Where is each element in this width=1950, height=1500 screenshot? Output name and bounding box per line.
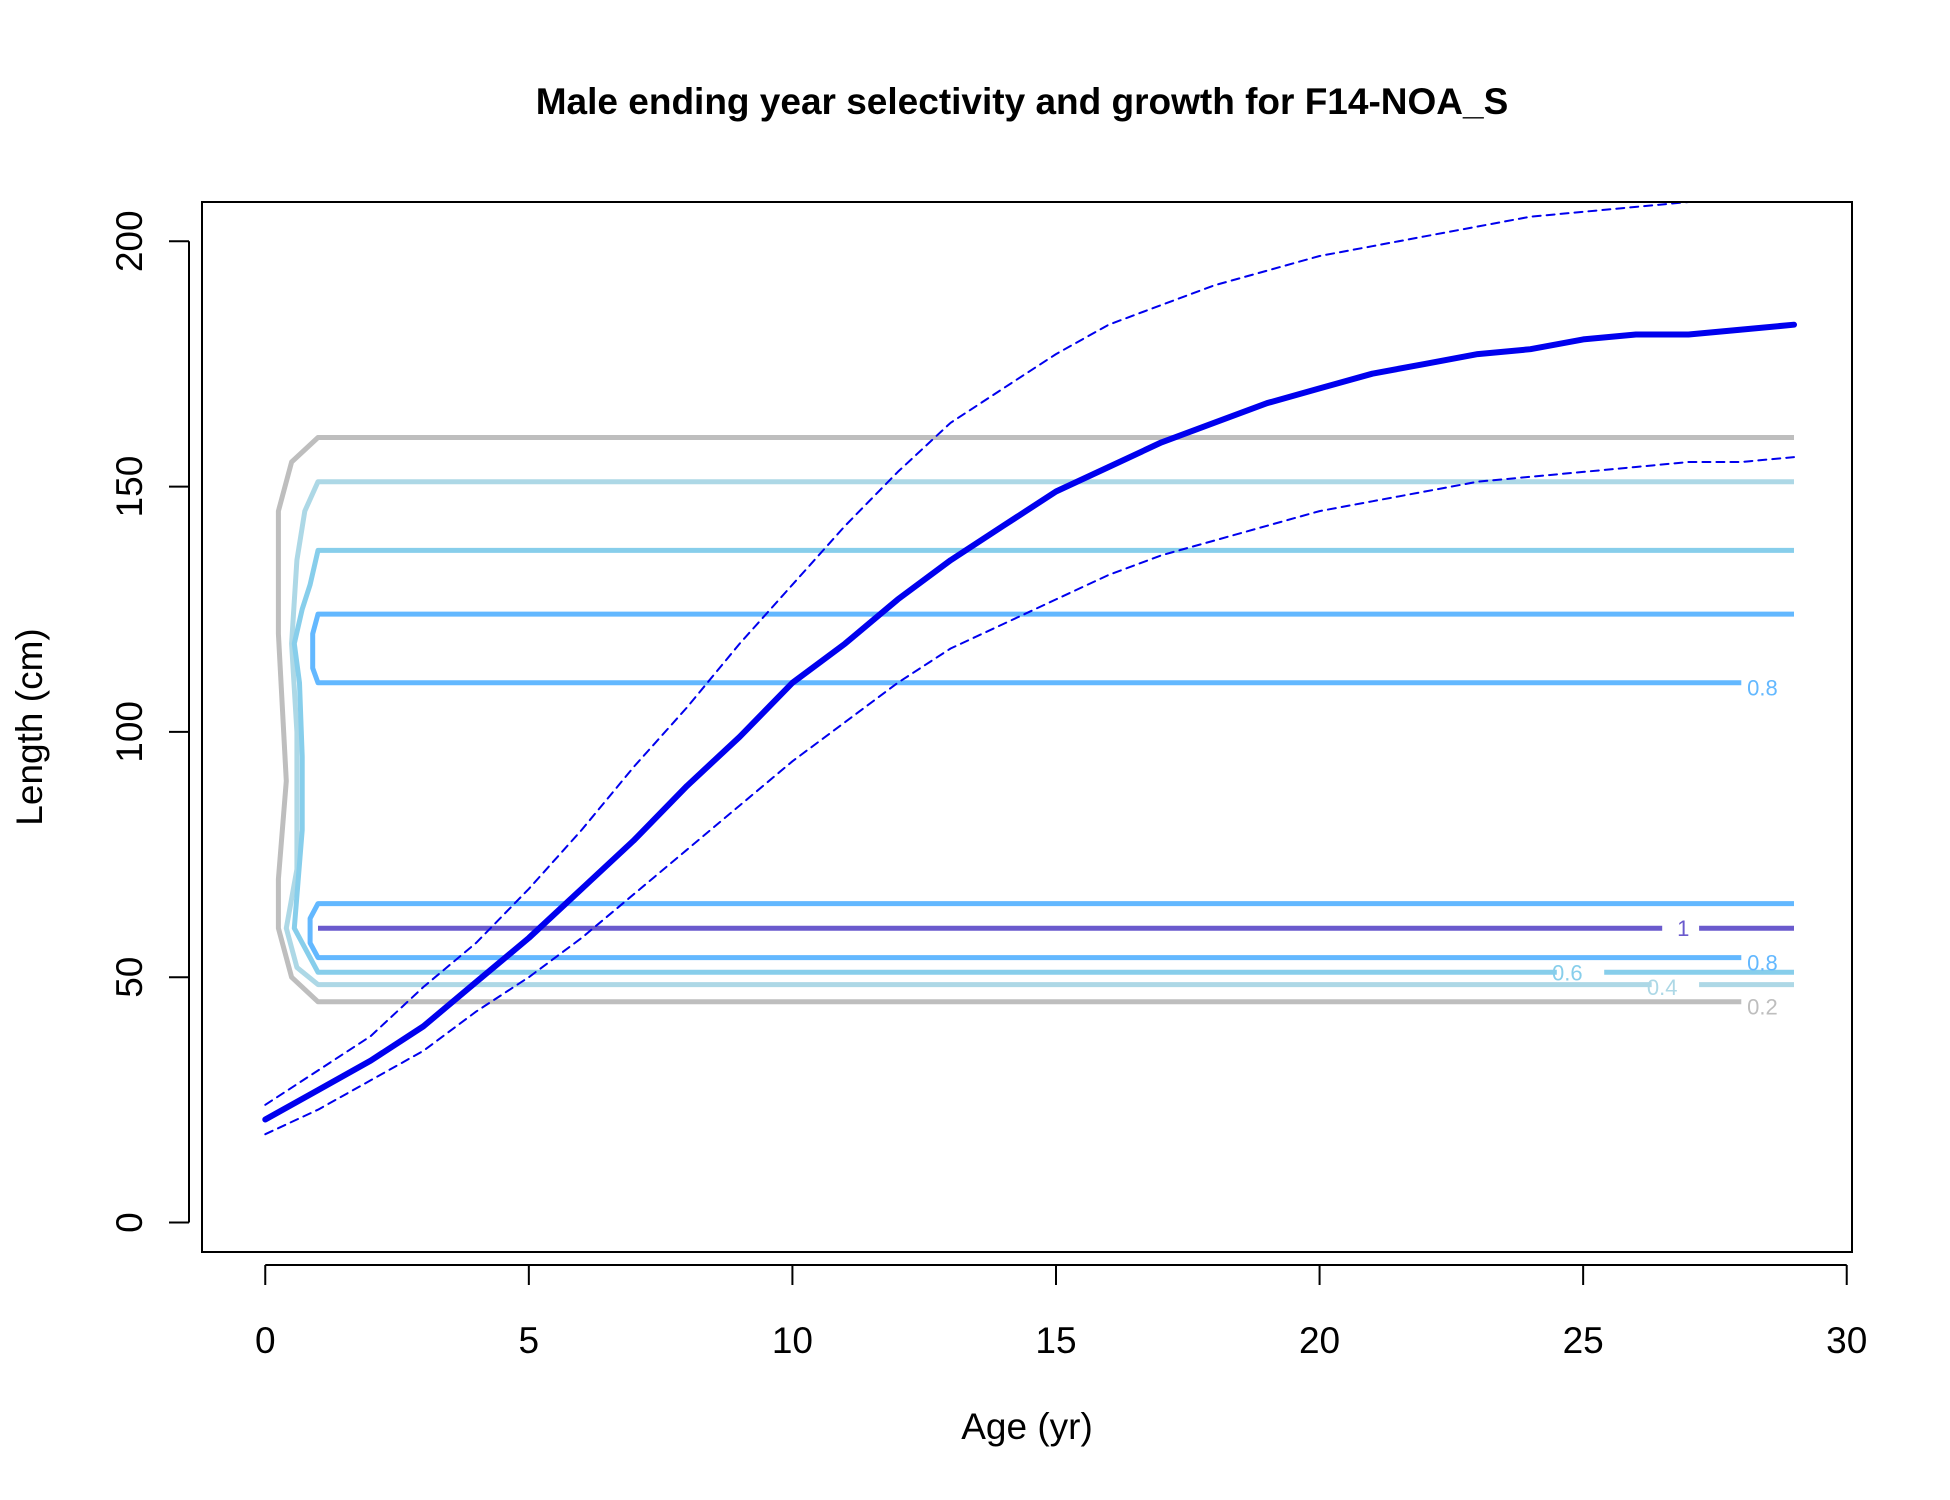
plot-frame: [201, 201, 1853, 1253]
x-tick-label-20: 20: [1299, 1320, 1340, 1361]
series-line-mean: [262, 321, 1797, 1123]
y-tick-label-150: 150: [109, 456, 150, 518]
series-line-upper: [264, 202, 1700, 1106]
contour-label-0-8-3: 0.8: [1747, 676, 1778, 701]
y-axis: 0 50 100 150 200: [109, 210, 190, 1233]
x-tick-label-25: 25: [1563, 1320, 1604, 1361]
x-axis-label: Age (yr): [961, 1406, 1093, 1447]
x-tick-label-0: 0: [255, 1320, 276, 1361]
series-line-lower: [264, 456, 1795, 1136]
contour-line-0-2-0: [275, 435, 1794, 1005]
contour-line-0-6-2: [291, 547, 1794, 975]
x-axis: 0 5 10 15 20 25 30: [255, 1264, 1867, 1361]
y-tick-label-0: 0: [109, 1212, 150, 1233]
contour-label-0-4-1: 0.4: [1647, 975, 1678, 1000]
x-tick-label-5: 5: [519, 1320, 540, 1361]
contour-line-0-4-1: [283, 479, 1794, 988]
contour-label-0-6-2: 0.6: [1552, 960, 1583, 985]
y-tick-label-50: 50: [109, 957, 150, 998]
contour-label-1-5: 1: [1677, 916, 1689, 941]
y-tick-label-100: 100: [109, 701, 150, 763]
x-tick-label-10: 10: [772, 1320, 813, 1361]
x-tick-label-15: 15: [1035, 1320, 1076, 1361]
contour-label-0-8-4: 0.8: [1747, 951, 1778, 976]
growth-curves: [262, 202, 1797, 1136]
y-axis-label: Length (cm): [9, 628, 50, 825]
contour-line-0-8-3: [310, 611, 1794, 686]
chart-title: Male ending year selectivity and growth …: [536, 81, 1509, 122]
selectivity-contours: 0.2 0.4 0.6 0.8 0.8 1: [275, 435, 1794, 1020]
contour-label-0-2-0: 0.2: [1747, 995, 1778, 1020]
y-tick-label-200: 200: [109, 210, 150, 272]
x-tick-label-30: 30: [1826, 1320, 1867, 1361]
